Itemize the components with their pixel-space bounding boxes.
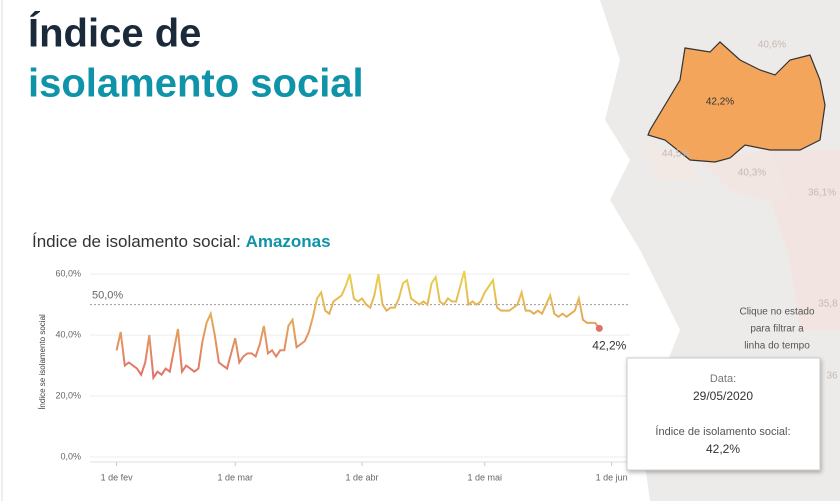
header-title: isolamento social xyxy=(28,62,364,106)
y-tick-label: 60,0% xyxy=(55,268,81,278)
map-value: 44,5% xyxy=(662,149,690,160)
map-value: 40,3% xyxy=(738,168,766,179)
x-tick-label: 1 de fev xyxy=(101,472,134,482)
map-value: 40,6% xyxy=(758,40,786,51)
y-tick-label: 0,0% xyxy=(60,451,81,461)
tooltip-value: 29/05/2020 xyxy=(693,389,753,403)
map-value: 36 xyxy=(826,371,838,382)
tooltip-label: Índice de isolamento social: xyxy=(655,425,790,438)
x-tick-label: 1 de abr xyxy=(346,472,379,482)
y-tick-label: 40,0% xyxy=(55,329,81,339)
chart-title-highlight: Amazonas xyxy=(246,232,331,251)
map-state xyxy=(640,140,700,180)
x-tick-label: 1 de mar xyxy=(217,472,253,482)
tooltip-label: Data: xyxy=(710,373,736,385)
map-value: 42,2% xyxy=(706,97,734,108)
chart-title-text: Índice de isolamento social: xyxy=(32,232,246,251)
x-tick-label: 1 de mai xyxy=(468,472,503,482)
map-value: 35,8 xyxy=(818,299,838,310)
map-state xyxy=(700,150,790,200)
header-title: Índice de xyxy=(28,11,201,56)
map-hint: linha do tempo xyxy=(744,341,810,352)
series-line xyxy=(115,270,601,381)
map-state-selected[interactable] xyxy=(647,41,826,163)
tooltip: Data: 29/05/2020 Índice de isolamento so… xyxy=(626,357,821,471)
plot: 0,0% 20,0% 40,0% 60,0% 1 de fev 1 de mar 1 de … xyxy=(55,268,630,482)
value-label: 42,2% xyxy=(592,339,626,353)
map-hint: Clique no estado xyxy=(739,307,814,318)
y-axis-label: Índice se isolamento social xyxy=(38,314,47,410)
reference-label: 50,0% xyxy=(92,289,123,301)
y-tick-label: 20,0% xyxy=(55,390,81,400)
map-hint: para filtrar a xyxy=(750,324,804,335)
x-tick-label: 1 de jun xyxy=(596,472,628,482)
tooltip-value: 42,2% xyxy=(706,442,740,456)
last-point xyxy=(595,324,603,332)
tooltip-box xyxy=(626,357,821,471)
map-value: 36,1% xyxy=(808,188,836,199)
chart-title: Índice de isolamento social: Amazonas xyxy=(32,232,331,251)
